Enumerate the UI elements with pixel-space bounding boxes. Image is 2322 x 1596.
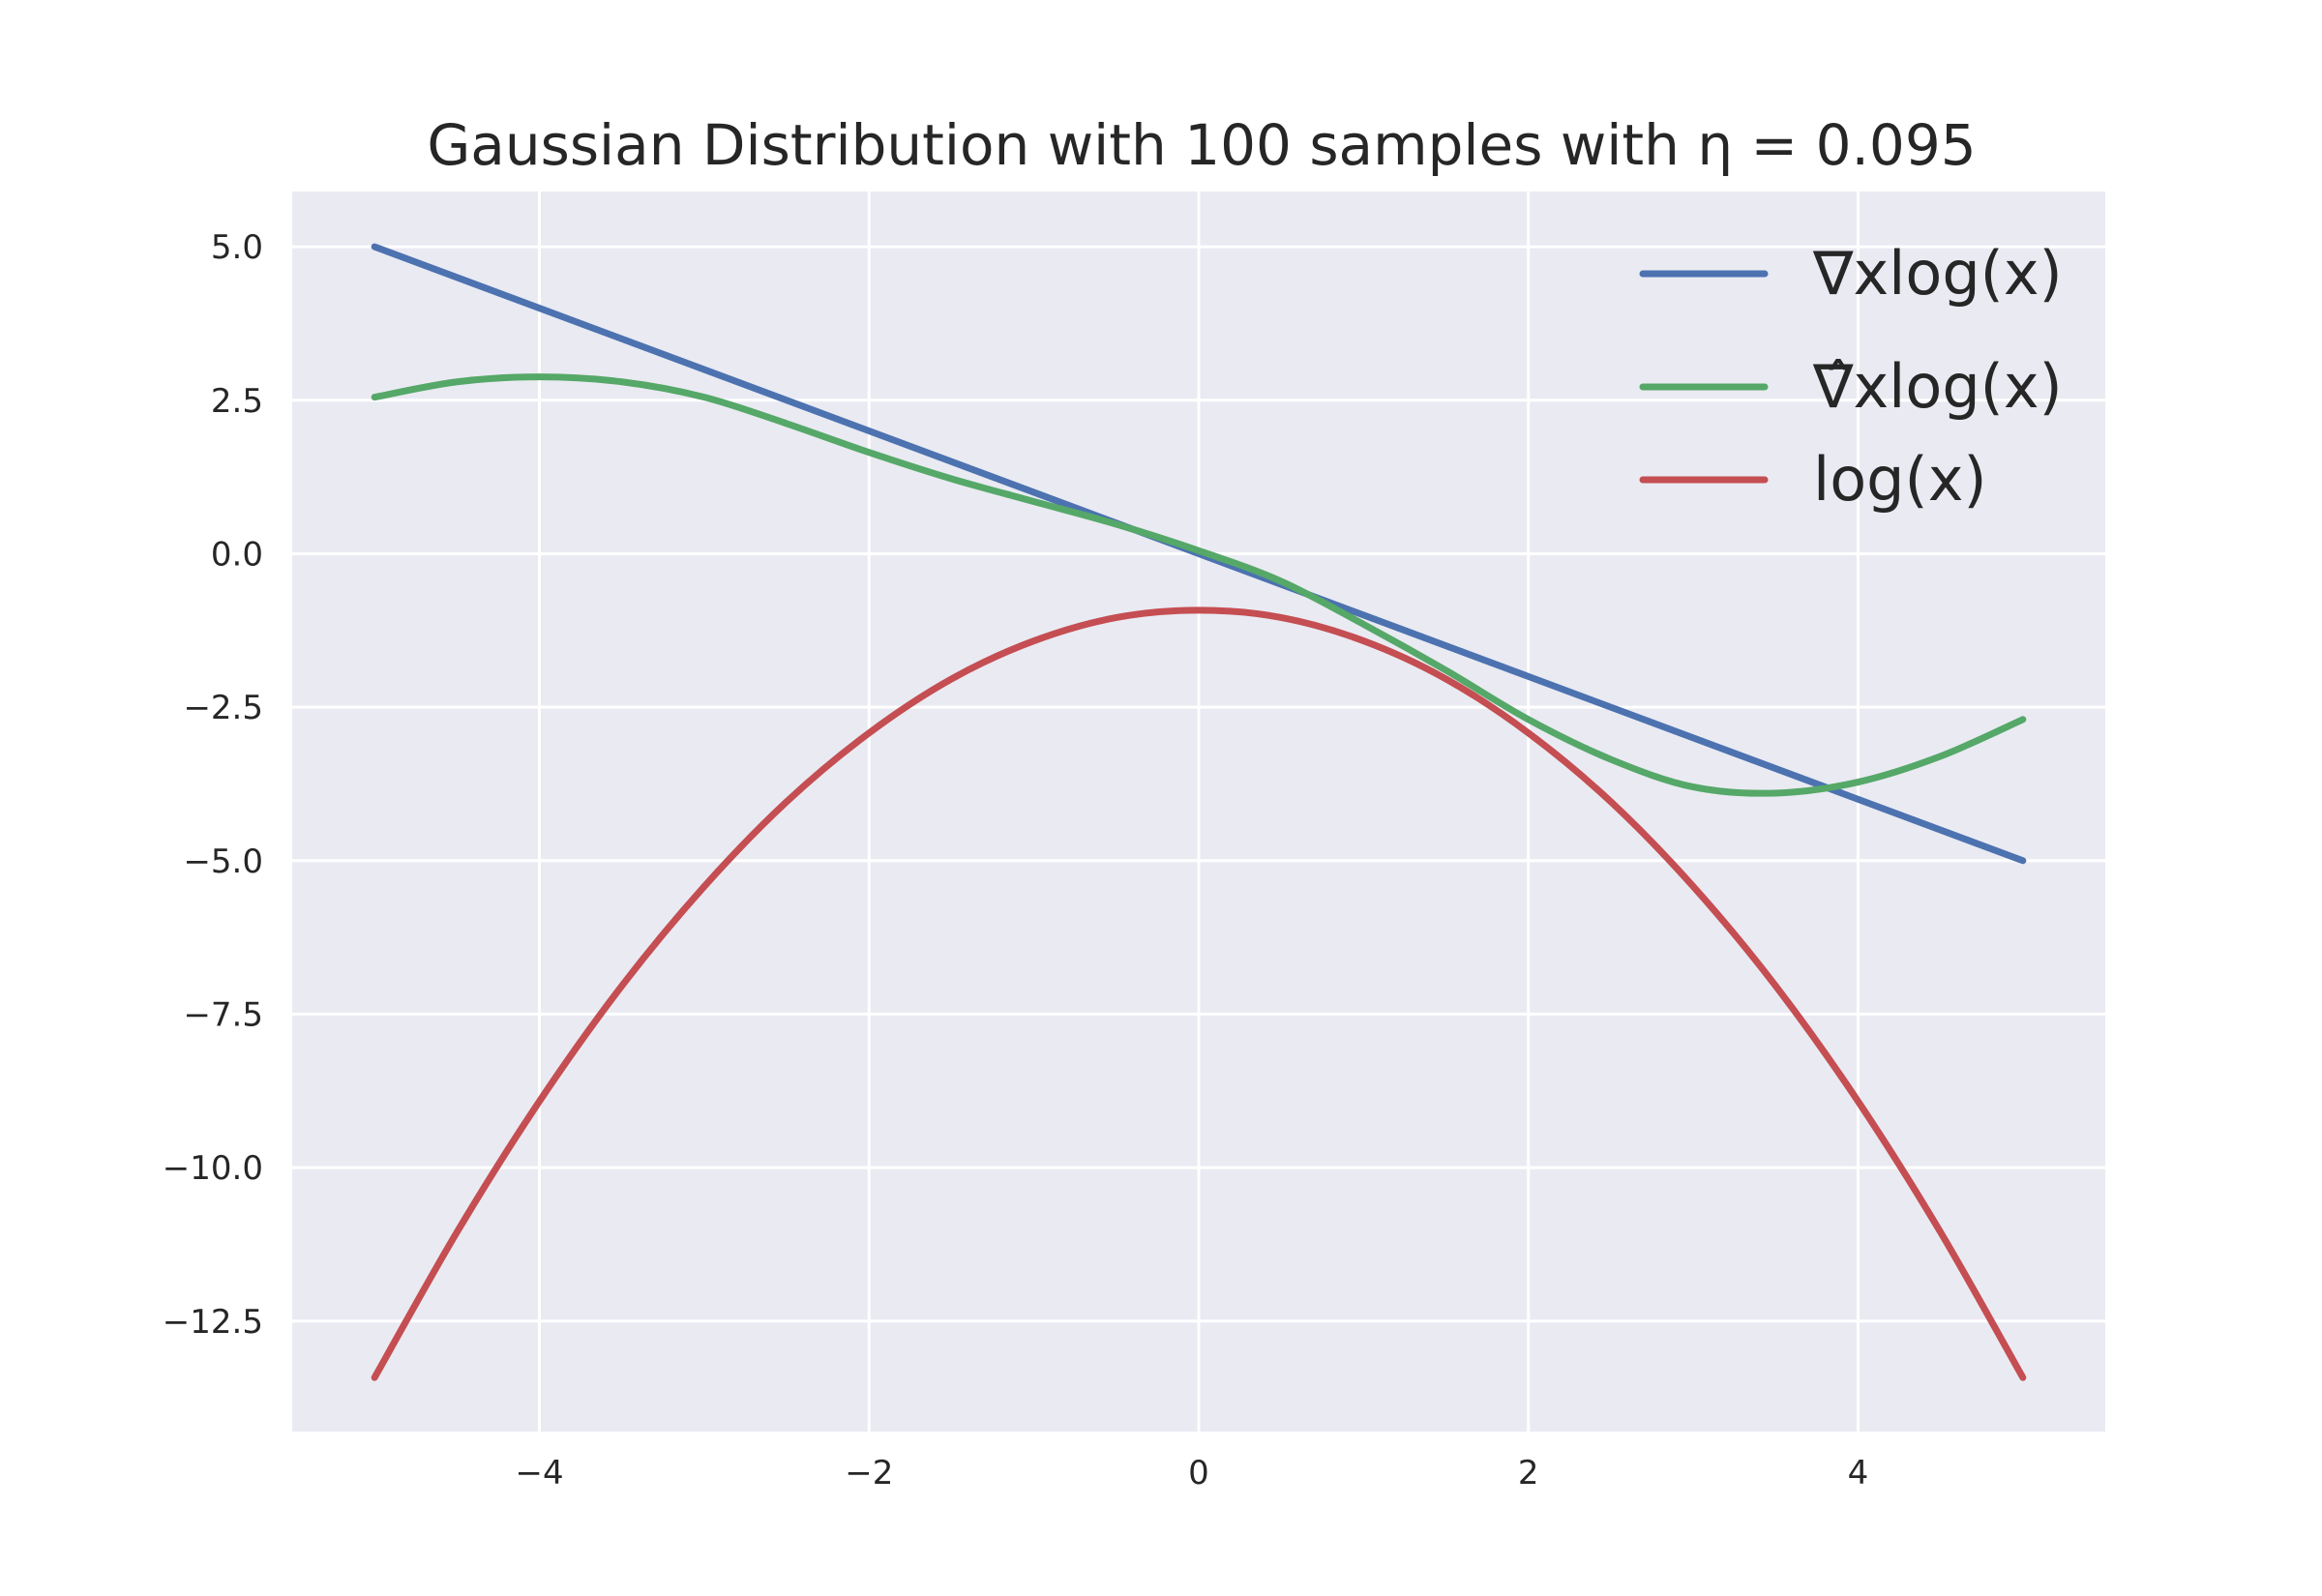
x-tick-label: 4 <box>1848 1454 1869 1493</box>
x-tick-label: −4 <box>515 1454 563 1493</box>
y-tick-label: −10.0 <box>163 1149 263 1188</box>
y-tick-label: 2.5 <box>211 382 263 421</box>
y-tick-label: −5.0 <box>183 842 263 881</box>
grid <box>292 192 2105 1432</box>
series-line-1 <box>371 373 2027 797</box>
x-tick-label: 0 <box>1188 1454 1209 1493</box>
legend-label-2: log(x) <box>1813 444 1987 515</box>
legend: ∇xlog(x) ∇̂xlog(x) log(x) <box>1639 238 2063 515</box>
x-tick-label: 2 <box>1518 1454 1539 1493</box>
legend-label-1: ∇̂xlog(x) <box>1812 351 2063 422</box>
y-tick-label: −2.5 <box>183 689 263 727</box>
y-tick-label: 0.0 <box>211 535 263 574</box>
x-tick-label: −2 <box>845 1454 893 1493</box>
legend-label-0: ∇xlog(x) <box>1812 238 2063 309</box>
y-axis: 5.0 2.5 0.0 −2.5 −5.0 −7.5 −10.0 −12.5 <box>163 228 263 1342</box>
series-line-2 <box>371 606 2027 1381</box>
y-tick-label: −7.5 <box>183 995 263 1034</box>
series-layer <box>371 243 2027 1381</box>
chart-title: Gaussian Distribution with 100 samples w… <box>427 112 1976 178</box>
y-tick-label: 5.0 <box>211 228 263 267</box>
y-tick-label: −12.5 <box>163 1303 263 1342</box>
x-axis: −4 −2 0 2 4 <box>515 1454 1868 1493</box>
